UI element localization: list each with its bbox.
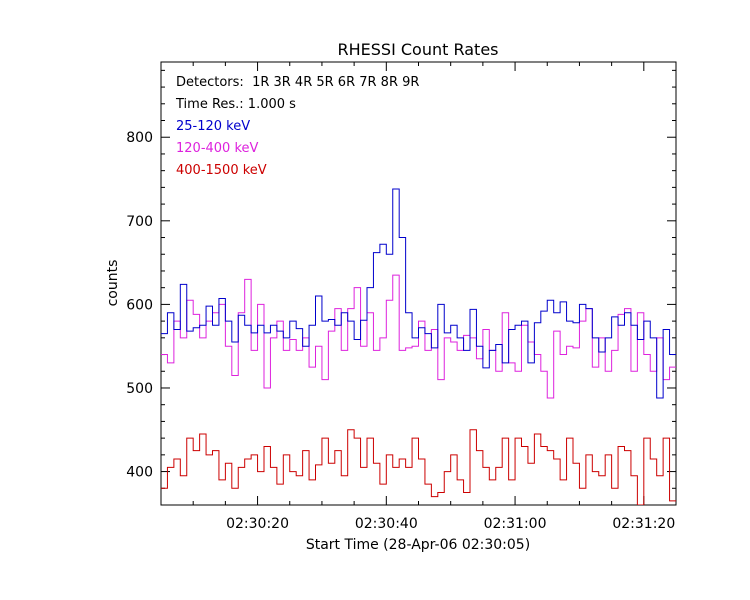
x-tick-label: 02:30:20 [226,516,289,532]
series-layer [161,188,676,505]
y-tick-label: 700 [126,214,153,230]
y-tick-label: 400 [126,465,153,481]
annotation-time-res: Time Res.: 1.000 s [175,97,296,112]
legend-entry-2: 400-1500 keV [176,163,267,178]
legend: 25-120 keV 120-400 keV 400-1500 keV [176,119,267,178]
x-tick-label: 02:31:20 [612,516,675,532]
x-axis: 02:30:20 02:30:40 02:31:00 02:31:20 [192,62,675,532]
x-axis-label: Start Time (28-Apr-06 02:30:05) [306,537,530,553]
series-line-2 [161,429,676,505]
y-axis: 400 500 600 700 800 [126,69,676,489]
x-tick-label: 02:30:40 [355,516,418,532]
series-line-0 [161,188,676,399]
y-tick-label: 500 [126,381,153,397]
annotation-detectors: Detectors: 1R 3R 4R 5R 6R 7R 8R 9R [176,75,419,90]
chart-title: RHESSI Count Rates [338,40,499,59]
y-tick-label: 800 [126,130,153,146]
y-tick-label: 600 [126,297,153,313]
y-axis-label: counts [105,260,121,307]
legend-entry-1: 120-400 keV [176,141,259,156]
legend-entry-0: 25-120 keV [176,119,250,134]
x-tick-label: 02:31:00 [484,516,547,532]
